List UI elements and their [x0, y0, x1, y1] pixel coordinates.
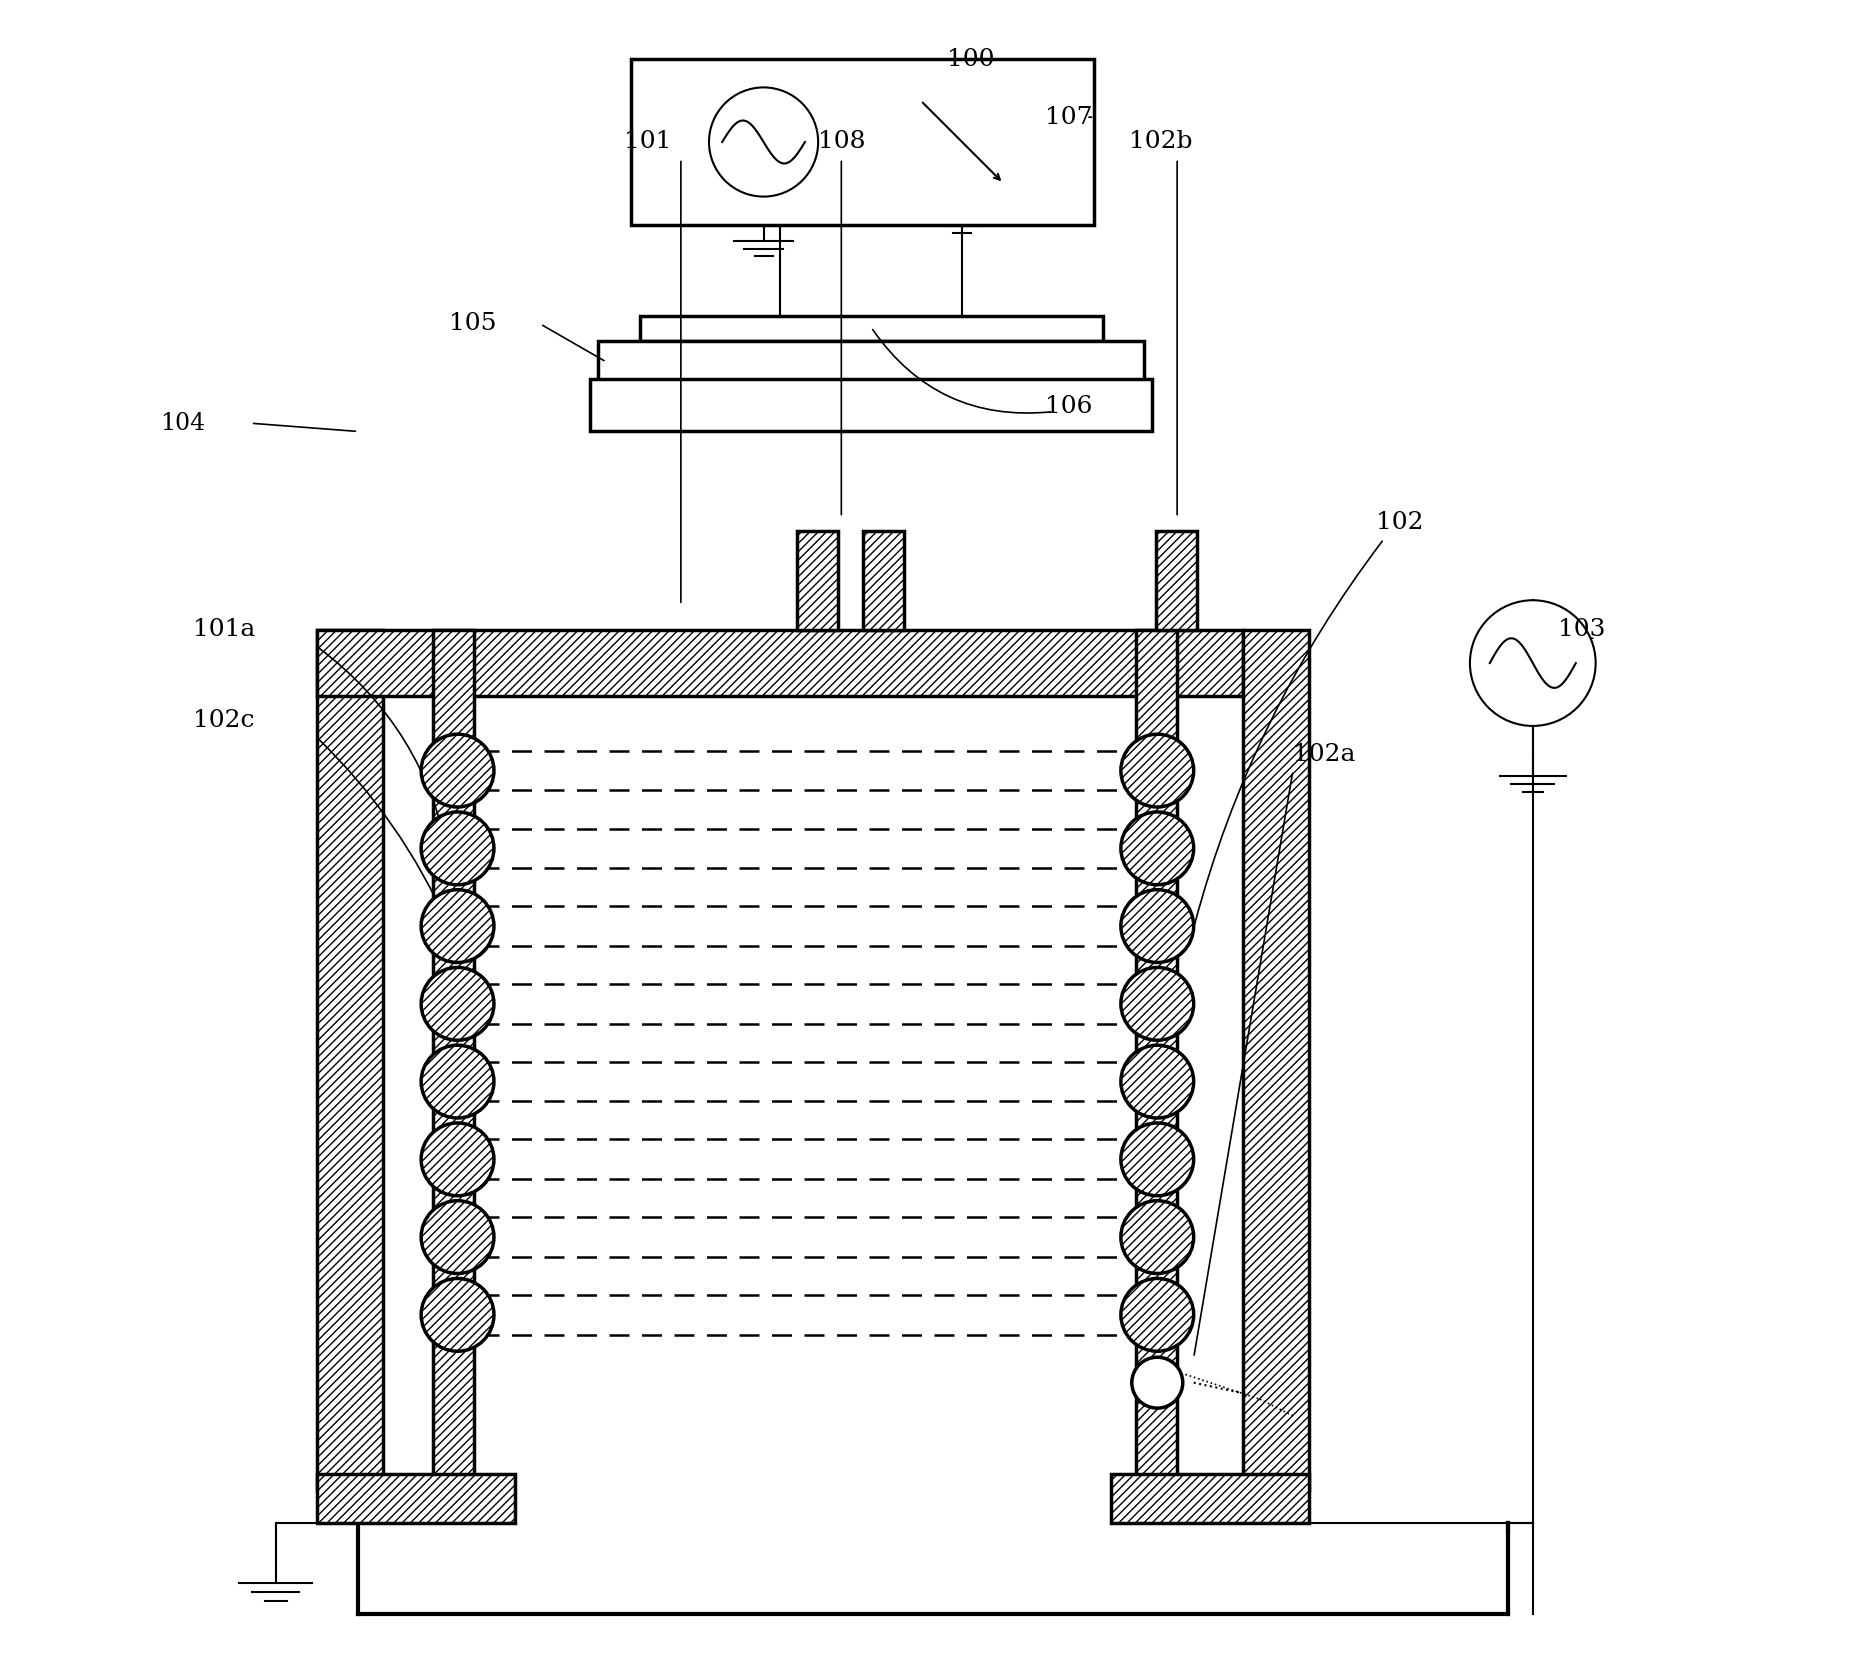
- Text: 102: 102: [1374, 510, 1422, 534]
- Circle shape: [1120, 812, 1192, 885]
- Circle shape: [1120, 1046, 1192, 1118]
- Circle shape: [422, 1279, 494, 1350]
- Circle shape: [422, 890, 494, 963]
- Text: 103: 103: [1556, 618, 1604, 641]
- FancyBboxPatch shape: [318, 630, 383, 1490]
- Circle shape: [1120, 1201, 1192, 1274]
- FancyBboxPatch shape: [631, 60, 1094, 225]
- Circle shape: [422, 1046, 494, 1118]
- Text: 102b: 102b: [1129, 131, 1192, 154]
- Text: 104: 104: [160, 411, 204, 434]
- FancyBboxPatch shape: [318, 1473, 514, 1523]
- Circle shape: [1120, 890, 1192, 963]
- FancyBboxPatch shape: [589, 378, 1151, 431]
- FancyBboxPatch shape: [1242, 630, 1309, 1490]
- Text: 102c: 102c: [193, 709, 254, 732]
- Circle shape: [1120, 968, 1192, 1041]
- Circle shape: [422, 734, 494, 807]
- FancyBboxPatch shape: [598, 340, 1144, 381]
- FancyBboxPatch shape: [433, 630, 474, 1490]
- FancyBboxPatch shape: [1110, 1473, 1309, 1523]
- Text: 102a: 102a: [1292, 742, 1356, 766]
- Text: 101: 101: [624, 131, 670, 154]
- Circle shape: [422, 1201, 494, 1274]
- FancyBboxPatch shape: [862, 530, 904, 630]
- Text: 108: 108: [817, 131, 865, 154]
- FancyBboxPatch shape: [1155, 530, 1196, 630]
- Text: 100: 100: [945, 48, 993, 71]
- Circle shape: [1469, 600, 1595, 726]
- Circle shape: [1120, 734, 1192, 807]
- FancyBboxPatch shape: [318, 630, 1242, 696]
- Text: 107: 107: [1044, 106, 1092, 129]
- Circle shape: [1131, 1357, 1183, 1408]
- FancyBboxPatch shape: [797, 530, 838, 630]
- Text: 105: 105: [449, 313, 496, 335]
- Circle shape: [1120, 1123, 1192, 1196]
- FancyBboxPatch shape: [639, 316, 1101, 340]
- Text: 106: 106: [1044, 394, 1092, 418]
- Circle shape: [422, 812, 494, 885]
- Circle shape: [709, 88, 817, 197]
- Circle shape: [1120, 1279, 1192, 1350]
- FancyBboxPatch shape: [1135, 630, 1177, 1490]
- Circle shape: [422, 968, 494, 1041]
- Text: 101a: 101a: [193, 618, 254, 641]
- Circle shape: [422, 1123, 494, 1196]
